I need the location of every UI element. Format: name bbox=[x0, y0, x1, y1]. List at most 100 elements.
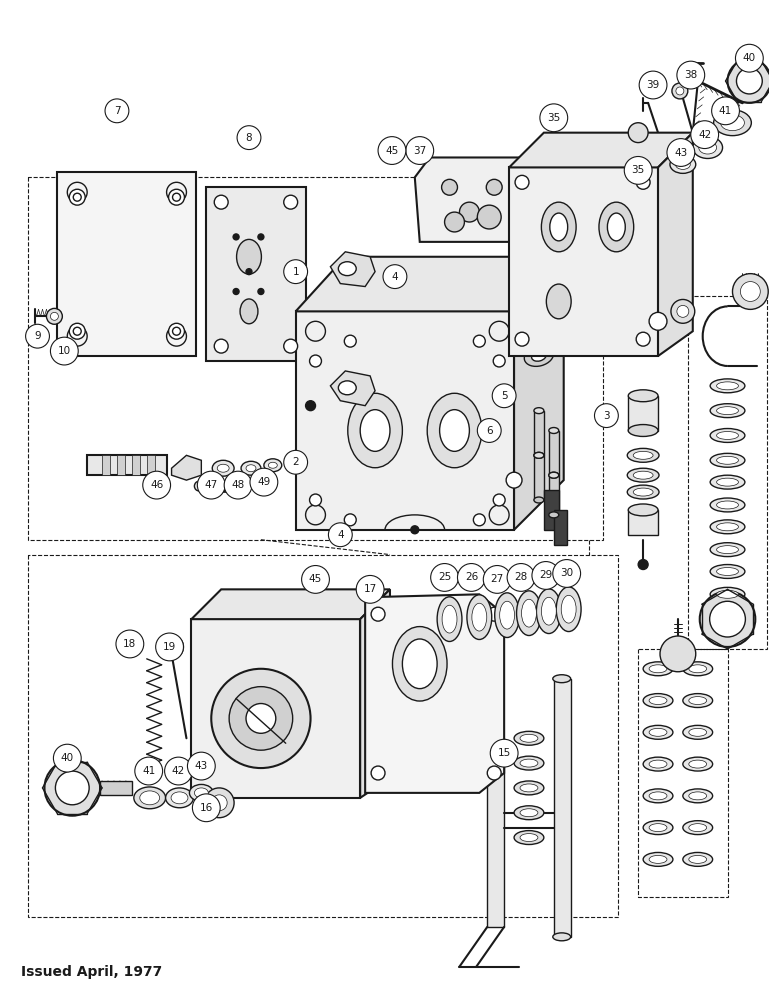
Polygon shape bbox=[100, 781, 132, 795]
Text: 9: 9 bbox=[34, 331, 41, 341]
Ellipse shape bbox=[628, 468, 659, 482]
Ellipse shape bbox=[710, 520, 745, 534]
Circle shape bbox=[487, 766, 501, 780]
Ellipse shape bbox=[520, 834, 538, 842]
Text: 17: 17 bbox=[364, 584, 377, 594]
Ellipse shape bbox=[338, 381, 356, 395]
Circle shape bbox=[356, 575, 384, 603]
Ellipse shape bbox=[713, 110, 751, 136]
Ellipse shape bbox=[649, 855, 667, 863]
Circle shape bbox=[50, 337, 78, 365]
Circle shape bbox=[553, 560, 581, 587]
Circle shape bbox=[306, 505, 326, 525]
Ellipse shape bbox=[269, 462, 277, 468]
Text: 41: 41 bbox=[142, 766, 155, 776]
Circle shape bbox=[344, 514, 356, 526]
Circle shape bbox=[212, 795, 227, 811]
Polygon shape bbox=[132, 455, 140, 475]
Circle shape bbox=[477, 419, 501, 442]
Ellipse shape bbox=[541, 597, 557, 625]
Ellipse shape bbox=[195, 788, 208, 798]
Circle shape bbox=[712, 97, 740, 125]
Ellipse shape bbox=[628, 504, 658, 516]
Ellipse shape bbox=[522, 599, 537, 627]
Ellipse shape bbox=[633, 471, 653, 479]
Circle shape bbox=[371, 766, 385, 780]
Ellipse shape bbox=[347, 393, 402, 468]
Text: 15: 15 bbox=[497, 748, 511, 758]
Circle shape bbox=[489, 505, 509, 525]
Ellipse shape bbox=[171, 792, 188, 804]
Ellipse shape bbox=[716, 456, 739, 464]
Ellipse shape bbox=[643, 757, 673, 771]
Ellipse shape bbox=[683, 852, 713, 866]
Circle shape bbox=[628, 123, 648, 143]
Circle shape bbox=[660, 636, 696, 672]
Circle shape bbox=[164, 757, 192, 785]
Ellipse shape bbox=[683, 725, 713, 739]
Ellipse shape bbox=[720, 115, 744, 131]
Ellipse shape bbox=[516, 591, 541, 636]
Circle shape bbox=[195, 481, 205, 491]
Ellipse shape bbox=[689, 824, 706, 832]
Circle shape bbox=[736, 44, 764, 72]
Circle shape bbox=[212, 669, 310, 768]
Text: 37: 37 bbox=[413, 146, 426, 156]
Ellipse shape bbox=[628, 448, 659, 462]
Circle shape bbox=[168, 189, 185, 205]
Ellipse shape bbox=[241, 461, 261, 475]
Text: 39: 39 bbox=[646, 80, 660, 90]
Text: 42: 42 bbox=[698, 130, 711, 140]
Ellipse shape bbox=[649, 760, 667, 768]
Text: 26: 26 bbox=[465, 572, 478, 582]
Polygon shape bbox=[330, 252, 375, 287]
Ellipse shape bbox=[561, 595, 576, 623]
Circle shape bbox=[459, 202, 479, 222]
Ellipse shape bbox=[643, 662, 673, 676]
Ellipse shape bbox=[467, 595, 492, 639]
Ellipse shape bbox=[549, 428, 559, 433]
Ellipse shape bbox=[236, 239, 262, 274]
Circle shape bbox=[167, 326, 187, 346]
Ellipse shape bbox=[689, 760, 706, 768]
Polygon shape bbox=[330, 371, 375, 406]
Circle shape bbox=[258, 234, 264, 240]
Circle shape bbox=[284, 339, 298, 353]
Circle shape bbox=[215, 195, 229, 209]
Circle shape bbox=[625, 156, 652, 184]
Polygon shape bbox=[296, 311, 514, 530]
Circle shape bbox=[229, 687, 293, 750]
Ellipse shape bbox=[710, 404, 745, 418]
Circle shape bbox=[73, 327, 81, 335]
Polygon shape bbox=[509, 133, 692, 167]
Ellipse shape bbox=[649, 665, 667, 673]
Circle shape bbox=[487, 607, 501, 621]
Circle shape bbox=[69, 189, 85, 205]
Text: 4: 4 bbox=[337, 530, 344, 540]
Ellipse shape bbox=[549, 512, 559, 518]
Ellipse shape bbox=[710, 587, 745, 601]
Text: 35: 35 bbox=[547, 113, 560, 123]
Ellipse shape bbox=[427, 393, 482, 468]
Text: 38: 38 bbox=[684, 70, 697, 80]
Ellipse shape bbox=[437, 597, 462, 641]
Polygon shape bbox=[201, 480, 231, 492]
Text: 8: 8 bbox=[245, 133, 252, 143]
Ellipse shape bbox=[532, 351, 547, 361]
Ellipse shape bbox=[134, 787, 166, 809]
Circle shape bbox=[45, 760, 100, 816]
Ellipse shape bbox=[439, 410, 469, 451]
Ellipse shape bbox=[514, 806, 543, 820]
Circle shape bbox=[168, 323, 185, 339]
Polygon shape bbox=[102, 455, 110, 475]
Ellipse shape bbox=[189, 784, 213, 801]
Ellipse shape bbox=[217, 464, 229, 472]
Circle shape bbox=[205, 788, 234, 818]
Polygon shape bbox=[549, 431, 559, 475]
Text: 18: 18 bbox=[124, 639, 137, 649]
Circle shape bbox=[50, 312, 59, 320]
Ellipse shape bbox=[140, 791, 160, 805]
Ellipse shape bbox=[514, 731, 543, 745]
Circle shape bbox=[699, 591, 755, 647]
Polygon shape bbox=[628, 396, 658, 431]
